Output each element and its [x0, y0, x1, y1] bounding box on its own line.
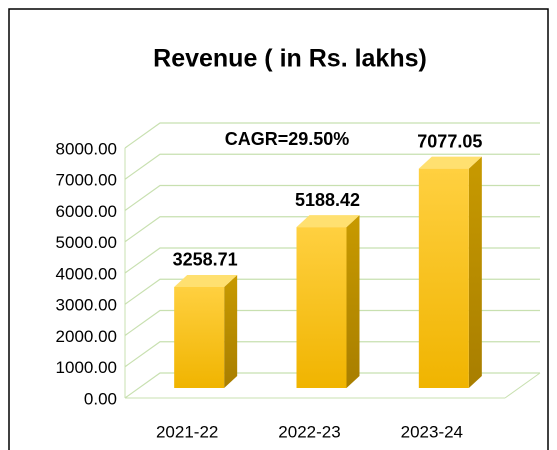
bar-front: [418, 168, 469, 388]
y-tick-label: 7000.00: [56, 171, 117, 190]
grid-line: [124, 184, 540, 211]
grid-line: [124, 153, 540, 180]
y-tick-label: 8000.00: [56, 139, 117, 158]
y-tick-label: 6000.00: [56, 202, 117, 221]
grid-line: [124, 216, 540, 243]
data-label: 3258.71: [173, 250, 238, 270]
x-axis-right: [504, 372, 541, 399]
annotation: CAGR=29.50%: [225, 129, 350, 149]
bar: [174, 274, 238, 388]
grid-line: [124, 309, 540, 336]
data-label: 5188.42: [295, 190, 360, 210]
bar-front: [296, 227, 347, 388]
y-tick-label: 5000.00: [56, 233, 117, 252]
x-tick-label: 2023-24: [401, 422, 463, 441]
bar-top: [296, 215, 360, 228]
y-tick-label: 2000.00: [56, 327, 117, 346]
bar: [418, 156, 482, 388]
grid-line: [124, 247, 540, 274]
bar-side: [224, 274, 238, 388]
bar-top: [174, 274, 238, 287]
bar: [296, 215, 360, 388]
frame: [8, 8, 549, 450]
chart-title: Revenue ( in Rs. lakhs): [153, 45, 427, 73]
x-tick-label: 2022-23: [278, 422, 340, 441]
y-tick-label: 0.00: [84, 389, 117, 408]
y-tick-label: 3000.00: [56, 296, 117, 315]
grid-line: [124, 372, 540, 399]
bar-front: [174, 286, 225, 388]
bar-side: [468, 156, 482, 388]
grid-line: [124, 122, 540, 149]
y-tick-label: 1000.00: [56, 358, 117, 377]
grid-line: [124, 341, 540, 368]
x-tick-label: 2021-22: [156, 422, 218, 441]
bar-top: [418, 156, 482, 169]
grid-line: [124, 278, 540, 305]
bar-side: [346, 215, 360, 388]
data-label: 7077.05: [417, 131, 482, 151]
y-tick-label: 4000.00: [56, 264, 117, 283]
